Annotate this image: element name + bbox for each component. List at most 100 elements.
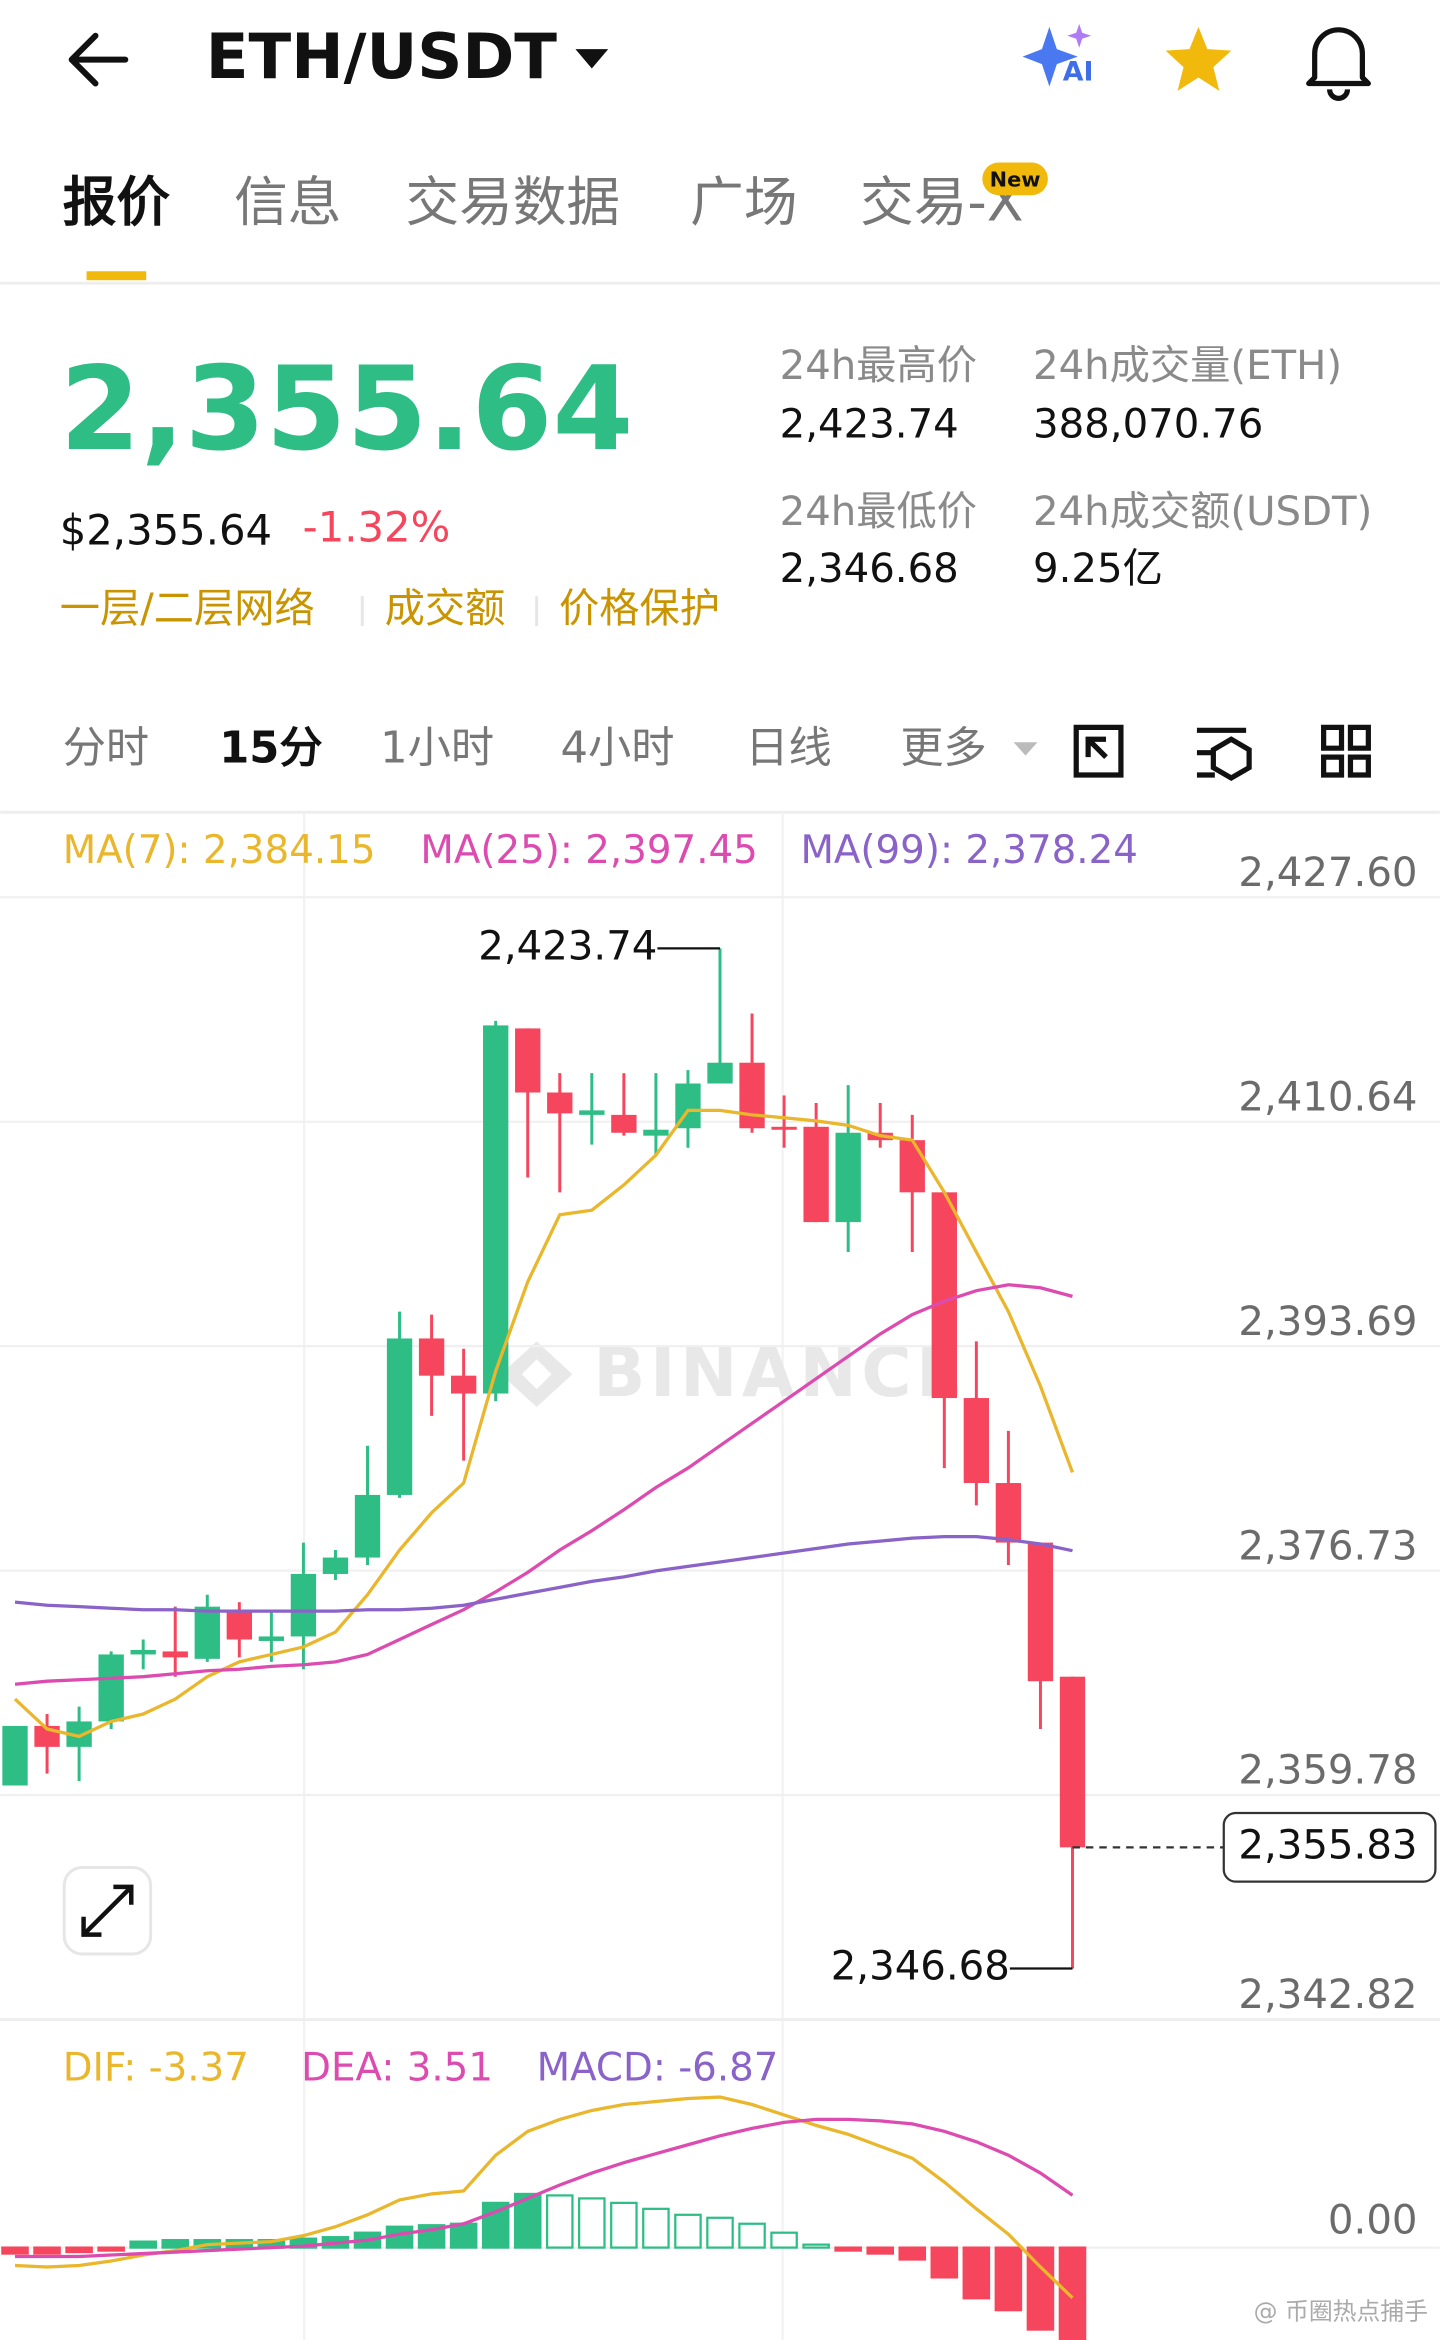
- candle-body: [515, 1028, 541, 1093]
- last-price-box: [1222, 1811, 1437, 1883]
- macd-bar: [706, 2216, 734, 2249]
- candle-body: [1027, 1542, 1054, 1682]
- tab[interactable]: 报价: [63, 170, 171, 233]
- interval[interactable]: 4小时: [561, 724, 675, 774]
- macd-chart: [0, 2095, 1440, 2340]
- macd-bar: [578, 2197, 606, 2249]
- high-annotation: 2,423.74: [478, 923, 657, 969]
- macd-bar: [834, 2246, 862, 2252]
- ma-line: [14, 1534, 1073, 1613]
- usd-price: $2,355.64: [60, 506, 272, 555]
- favorite-star[interactable]: [1165, 26, 1232, 91]
- y-tick-label: 2,376.73: [1238, 1523, 1417, 1569]
- macd-bar: [65, 2246, 93, 2254]
- ai-label: AI: [1063, 57, 1094, 88]
- interval[interactable]: 更多: [900, 724, 986, 774]
- ai-sparkle-small: [1067, 23, 1092, 48]
- candle-body: [98, 1654, 124, 1722]
- tag[interactable]: 价格保护: [559, 586, 720, 632]
- macd-bar: [802, 2243, 830, 2249]
- y-tick-label: 2,427.60: [1238, 850, 1417, 896]
- macd-line: [14, 2095, 1074, 2300]
- layout-icon[interactable]: [1321, 724, 1371, 778]
- chart-overlay: 2,427.60 2,410.64 2,393.69 2,376.73 2,359.78…: [63, 828, 1437, 2243]
- candle-body: [130, 1649, 156, 1655]
- interval[interactable]: 分时: [63, 724, 149, 774]
- macd-bar: [610, 2201, 638, 2249]
- tab[interactable]: 信息: [234, 170, 341, 233]
- macd-bar: [898, 2246, 927, 2261]
- tag[interactable]: 一层/二层网络: [60, 586, 315, 632]
- macd-bar: [962, 2246, 991, 2300]
- more-dropdown[interactable]: [1013, 742, 1038, 756]
- interval[interactable]: 日线: [745, 724, 831, 774]
- macd-bar: [866, 2246, 895, 2255]
- indicator-icon[interactable]: [1196, 727, 1252, 782]
- macd-bar: [642, 2207, 670, 2249]
- interval[interactable]: 1小时: [380, 724, 494, 774]
- candle-body: [194, 1606, 220, 1659]
- footer-watermark: @ 币圈热点捕手: [1254, 2298, 1428, 2326]
- candle-body: [450, 1375, 477, 1394]
- last-price: 2,355.64: [60, 342, 634, 477]
- interval[interactable]: 15分: [219, 724, 322, 774]
- macd-bar: [994, 2246, 1023, 2312]
- macd-bar: [33, 2246, 61, 2255]
- stat-label: 24h最低价: [780, 489, 977, 535]
- ai-button[interactable]: AI: [1022, 23, 1094, 88]
- watermark-logo: [500, 1341, 573, 1407]
- candle-body: [835, 1132, 861, 1223]
- y-tick-label: 2,393.69: [1238, 1299, 1417, 1345]
- candle-body: [354, 1494, 381, 1558]
- candle-body: [611, 1114, 637, 1133]
- candle-body: [1059, 1676, 1086, 1848]
- candle-body: [386, 1338, 413, 1495]
- tab[interactable]: 广场: [690, 170, 797, 233]
- fullscreen-icon[interactable]: [1073, 724, 1124, 778]
- stat-value: 388,070.76: [1033, 401, 1263, 447]
- ma-line: [14, 1283, 1073, 1686]
- price-chart: [0, 896, 1440, 2021]
- notification-bell[interactable]: [1306, 27, 1371, 101]
- macd-bar: [1058, 2246, 1087, 2340]
- y-tick-label: 2,410.64: [1238, 1074, 1417, 1120]
- candle-body: [739, 1062, 765, 1129]
- stat-value: 9.25亿: [1033, 546, 1163, 592]
- macd-bar: [1026, 2246, 1055, 2331]
- legend-entry: MACD: -6.87: [537, 2046, 779, 2091]
- tab[interactable]: 交易数据: [406, 170, 621, 233]
- candle-body: [803, 1126, 829, 1223]
- ma-line: [13, 1108, 1075, 1739]
- candle-body: [258, 1636, 285, 1641]
- candle-body: [707, 1062, 733, 1084]
- legend-entry: DIF: -3.37: [63, 2046, 249, 2091]
- back-button[interactable]: [68, 32, 129, 87]
- candle-body: [963, 1398, 990, 1484]
- candle-body: [2, 1725, 28, 1786]
- stat-label: 24h最高价: [780, 343, 977, 389]
- ai-sparkle: [1022, 26, 1078, 87]
- tag[interactable]: 成交额: [385, 586, 506, 632]
- new-badge: [982, 162, 1048, 196]
- macd-bar: [481, 2201, 510, 2249]
- macd-bar: [930, 2246, 959, 2279]
- legend-entry: DEA: 3.51: [301, 2046, 493, 2091]
- candle-body: [162, 1651, 188, 1658]
- candle-body: [995, 1483, 1022, 1543]
- pair-title[interactable]: ETH/USDT: [206, 20, 557, 93]
- candle-body: [579, 1110, 605, 1115]
- candle-body: [483, 1025, 509, 1394]
- stat-value: 2,423.74: [780, 401, 959, 447]
- y-tick-label: 2,359.78: [1238, 1748, 1417, 1794]
- expand-icon: [81, 1884, 134, 1937]
- pair-dropdown[interactable]: [575, 49, 609, 69]
- candle-body: [931, 1192, 957, 1399]
- legend-entry: MA(25): 2,397.45: [420, 828, 757, 873]
- candle-body: [547, 1092, 573, 1114]
- new-badge-label: New: [990, 167, 1041, 191]
- candle-body: [290, 1573, 317, 1637]
- macd-bar: [449, 2222, 478, 2249]
- y-tick-label: 2,342.82: [1238, 1972, 1417, 2018]
- candle-body: [771, 1126, 797, 1130]
